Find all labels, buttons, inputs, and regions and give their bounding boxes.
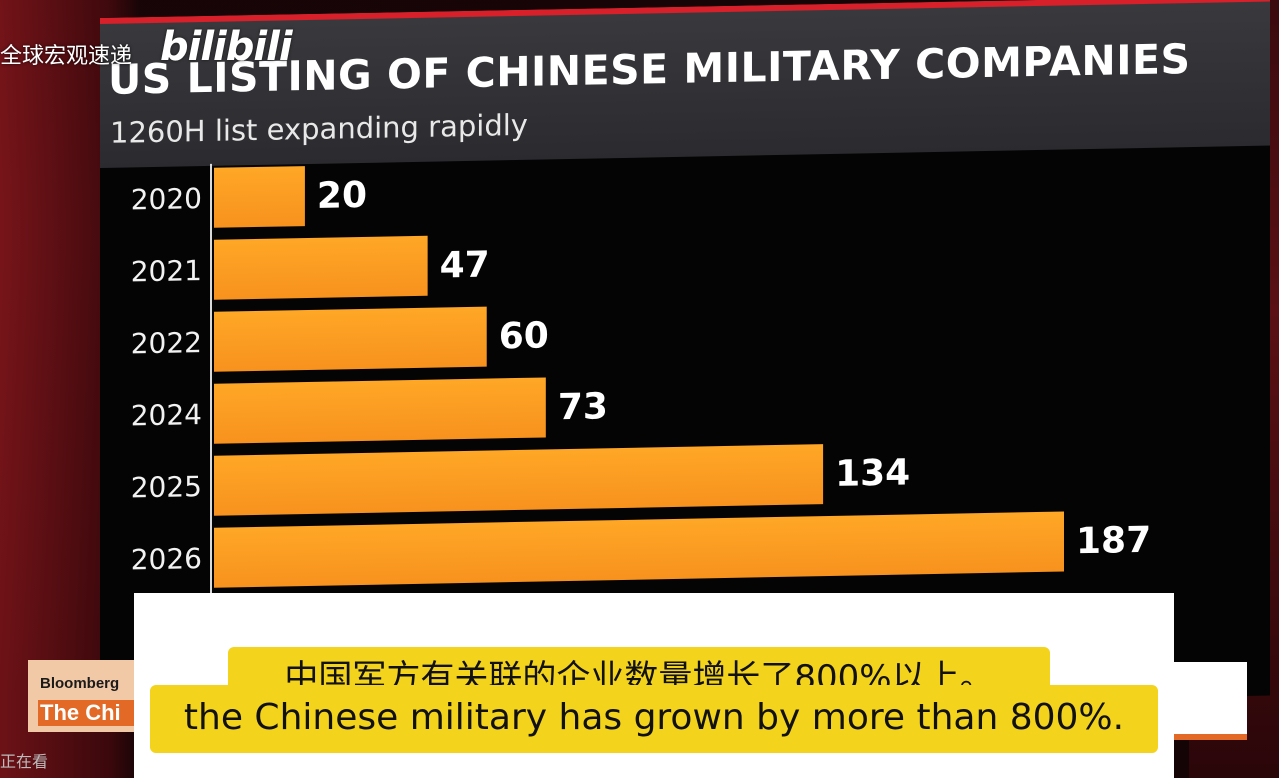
bar-2025 bbox=[214, 444, 824, 516]
bloomberg-brand: Bloomberg bbox=[40, 675, 120, 692]
viewer-status: 正在看 bbox=[0, 754, 49, 771]
data-label-2020: 20 bbox=[317, 175, 367, 217]
bar-2020 bbox=[214, 166, 305, 228]
tick-label-2022: 2022 bbox=[131, 326, 202, 360]
show-name: The Chi bbox=[38, 700, 138, 726]
bar-2026 bbox=[214, 511, 1064, 588]
data-label-2022: 60 bbox=[499, 315, 549, 357]
tick-label-2021: 2021 bbox=[131, 254, 202, 288]
tick-label-2026: 2026 bbox=[131, 542, 202, 576]
chart-screen: US LISTING OF CHINESE MILITARY COMPANIES… bbox=[100, 0, 1270, 719]
bar-2022 bbox=[214, 306, 487, 372]
data-label-2021: 47 bbox=[440, 245, 490, 287]
data-label-2026: 187 bbox=[1076, 520, 1151, 562]
bar-2024 bbox=[214, 377, 546, 444]
bar-2021 bbox=[214, 235, 428, 300]
tick-label-2025: 2025 bbox=[131, 470, 202, 504]
subtitle-english: the Chinese military has grown by more t… bbox=[150, 685, 1158, 753]
bilibili-logo: bilibili bbox=[160, 24, 293, 70]
data-label-2024: 73 bbox=[558, 386, 608, 428]
tick-label-2020: 2020 bbox=[131, 182, 202, 216]
tick-label-2024: 2024 bbox=[131, 398, 202, 432]
data-label-2025: 134 bbox=[835, 452, 910, 494]
channel-watermark: 全球宏观速递 bbox=[0, 44, 133, 69]
